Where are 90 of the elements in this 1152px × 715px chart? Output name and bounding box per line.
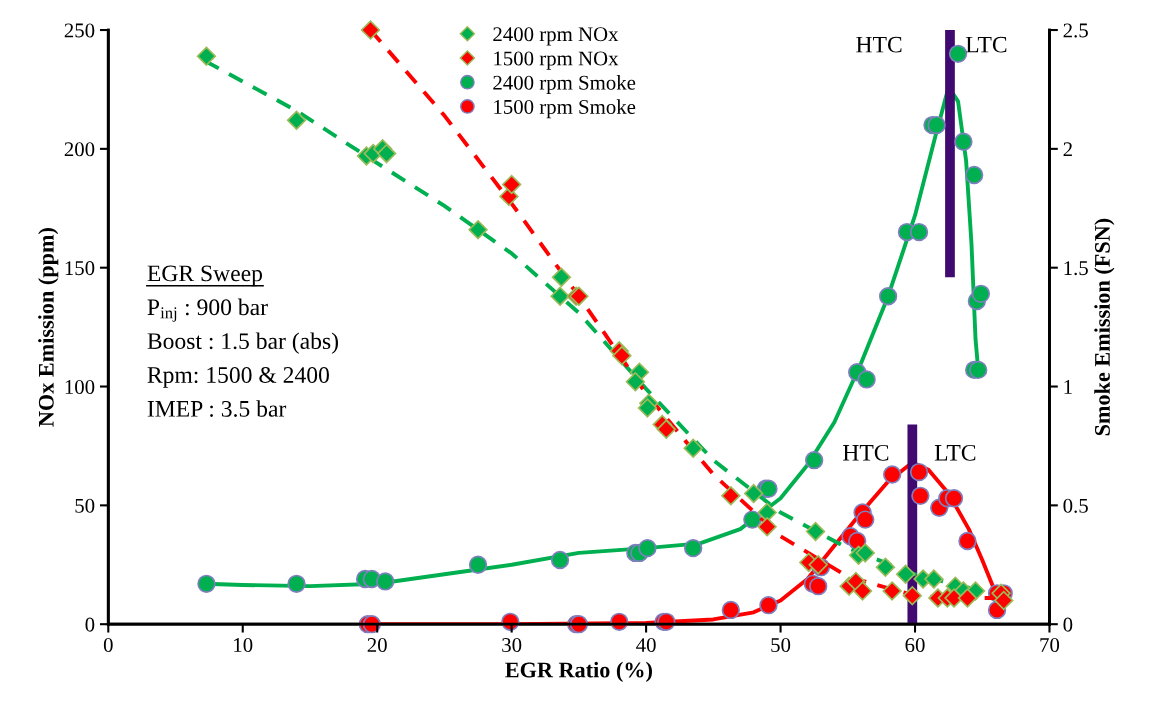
point bbox=[948, 44, 968, 63]
point bbox=[638, 538, 657, 558]
y-tick-label: 50 bbox=[75, 498, 95, 513]
point bbox=[286, 110, 307, 131]
y-tick-label: 0 bbox=[85, 617, 95, 632]
point bbox=[878, 287, 898, 306]
point bbox=[944, 489, 964, 508]
point bbox=[759, 596, 778, 615]
y2-axis-title: Smoke Emission (FSN) bbox=[1094, 218, 1115, 436]
point bbox=[852, 581, 873, 601]
y2-tick-label: 1 bbox=[1064, 380, 1072, 394]
annotation: IMEP : 3.5 bar bbox=[147, 400, 287, 417]
point bbox=[969, 360, 988, 380]
point bbox=[882, 465, 902, 484]
y2-tick-label: 0.5 bbox=[1063, 498, 1088, 513]
point bbox=[805, 521, 826, 542]
point bbox=[875, 557, 896, 577]
annotation: HTC bbox=[843, 444, 889, 461]
point bbox=[911, 486, 930, 506]
point bbox=[927, 115, 946, 135]
legend-label: 2400 rpm NOx bbox=[493, 27, 619, 46]
annotation: EGR Sweep bbox=[147, 265, 263, 287]
point bbox=[994, 590, 1014, 611]
point bbox=[196, 46, 217, 66]
point bbox=[809, 576, 828, 596]
point bbox=[909, 222, 929, 242]
x-tick-label: 30 bbox=[502, 637, 522, 653]
y2-tick-label: 2 bbox=[1063, 142, 1072, 157]
x-tick-label: 10 bbox=[234, 637, 253, 653]
point bbox=[656, 419, 676, 439]
point bbox=[757, 517, 777, 537]
point bbox=[902, 586, 923, 606]
x-tick-label: 70 bbox=[1040, 637, 1060, 653]
annotation: P$_{inj}$ : 900 bar bbox=[147, 298, 268, 322]
point bbox=[468, 555, 488, 574]
y-tick-label: 200 bbox=[64, 142, 95, 157]
x-tick-label: 20 bbox=[367, 637, 387, 653]
point bbox=[637, 398, 658, 418]
point bbox=[360, 20, 381, 40]
y-tick-label: 250 bbox=[64, 23, 95, 38]
x-tick-label: 40 bbox=[636, 637, 656, 653]
point bbox=[721, 600, 740, 620]
y-tick-label: 150 bbox=[65, 261, 95, 276]
point bbox=[805, 451, 824, 470]
legend-label: 1500 rpm NOx bbox=[494, 51, 619, 70]
annotation: Rpm: 1500 & 2400 bbox=[147, 367, 329, 388]
point bbox=[895, 564, 916, 584]
point bbox=[376, 143, 397, 164]
x-tick-label: 0 bbox=[103, 637, 113, 653]
point bbox=[882, 581, 902, 601]
point bbox=[612, 345, 632, 366]
point bbox=[501, 174, 522, 195]
point bbox=[625, 372, 646, 392]
point bbox=[957, 588, 978, 608]
point bbox=[550, 286, 570, 306]
point bbox=[197, 574, 216, 593]
point bbox=[958, 531, 977, 551]
point bbox=[909, 462, 929, 482]
point bbox=[971, 284, 991, 304]
point bbox=[856, 510, 875, 529]
point bbox=[857, 370, 876, 389]
point bbox=[743, 510, 762, 529]
point bbox=[683, 438, 703, 458]
point bbox=[721, 486, 741, 506]
y2-tick-label: 0 bbox=[1063, 617, 1073, 632]
point bbox=[550, 550, 570, 570]
annotation: LTC bbox=[934, 444, 976, 461]
x-axis-title: EGR Ratio (%) bbox=[505, 661, 652, 682]
x-tick-label: 50 bbox=[771, 637, 791, 653]
annotation: Boost : 1.5 bar (abs) bbox=[147, 332, 338, 354]
annotation: HTC bbox=[856, 36, 902, 53]
point bbox=[376, 572, 395, 591]
point bbox=[965, 165, 984, 185]
point bbox=[287, 574, 306, 593]
point bbox=[954, 132, 973, 151]
point bbox=[683, 538, 703, 558]
y2-tick-label: 2.5 bbox=[1063, 23, 1088, 38]
point bbox=[855, 543, 875, 563]
point bbox=[468, 219, 488, 240]
point bbox=[944, 588, 964, 608]
legend-label: 2400 rpm Smoke bbox=[493, 75, 636, 94]
annotation: LTC bbox=[965, 36, 1007, 53]
point bbox=[743, 483, 764, 504]
point bbox=[551, 267, 572, 287]
y-axis-title: NOx Emission (ppm) bbox=[38, 228, 59, 427]
y-tick-label: 100 bbox=[65, 379, 95, 394]
point bbox=[924, 569, 944, 589]
x-tick-label: 60 bbox=[905, 637, 925, 653]
legend-label: 1500 rpm Smoke bbox=[494, 99, 636, 119]
y2-tick-label: 1.5 bbox=[1064, 261, 1088, 276]
